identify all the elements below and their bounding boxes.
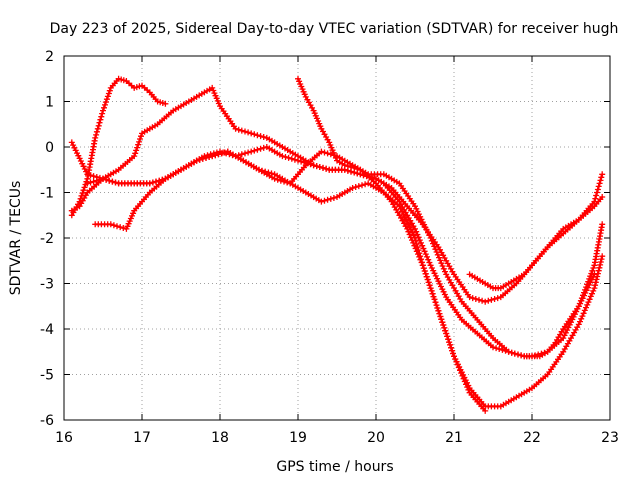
series-markers <box>68 75 169 219</box>
y-tick-label: 0 <box>45 140 54 156</box>
x-tick-label: 19 <box>289 430 307 446</box>
series-markers <box>295 75 489 414</box>
x-tick-label: 21 <box>445 430 463 446</box>
series-line <box>296 77 487 412</box>
x-tick-label: 16 <box>55 430 73 446</box>
series-arc-4 <box>92 148 606 360</box>
series-arc-5 <box>84 148 606 410</box>
series-markers <box>68 84 598 360</box>
y-axis-label: SDTVAR / TECUs <box>8 181 24 296</box>
series-markers <box>84 148 606 410</box>
grid-lines <box>64 56 610 420</box>
series-markers <box>68 139 606 305</box>
series-arc-7 <box>466 171 606 292</box>
y-tick-label: 2 <box>45 49 54 65</box>
series-line <box>468 173 604 290</box>
x-tick-label: 22 <box>523 430 541 446</box>
series-arc-6 <box>295 75 489 414</box>
x-tick-label: 17 <box>133 430 151 446</box>
x-axis-label: GPS time / hours <box>276 459 393 475</box>
y-tick-label: -1 <box>40 186 54 202</box>
series-arc-1 <box>68 75 169 219</box>
y-tick-label: -6 <box>40 413 54 429</box>
y-tick-label: -5 <box>40 368 54 384</box>
y-tick-label: -2 <box>40 231 54 247</box>
y-tick-label: -4 <box>40 322 54 338</box>
chart-title: Day 223 of 2025, Sidereal Day-to-day VTE… <box>50 21 619 37</box>
data-series <box>68 75 606 414</box>
series-line <box>94 150 604 358</box>
series-markers <box>92 148 606 360</box>
y-tick-label: -3 <box>40 277 54 293</box>
x-tick-label: 23 <box>601 430 619 446</box>
series-markers <box>466 171 606 292</box>
x-tick-label: 18 <box>211 430 229 446</box>
x-tick-label: 20 <box>367 430 385 446</box>
series-arc-3 <box>68 139 606 305</box>
series-arc-2 <box>68 84 598 360</box>
y-tick-label: 1 <box>45 95 54 111</box>
